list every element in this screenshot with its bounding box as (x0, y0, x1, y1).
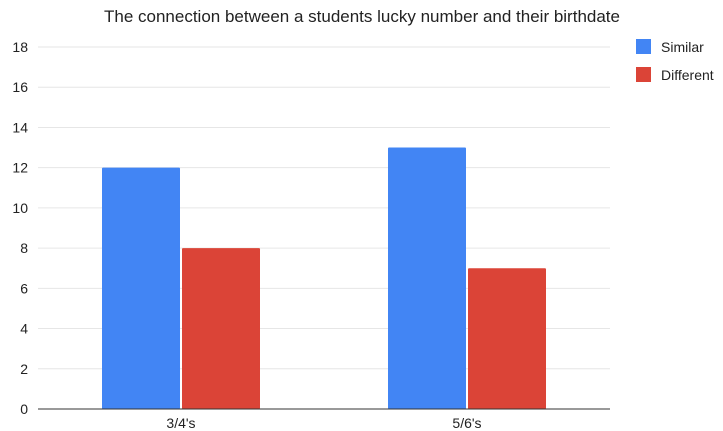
y-axis-ticks: 0 2 4 6 8 10 12 14 16 18 (12, 39, 28, 417)
legend-item-similar: Similar (636, 39, 704, 55)
x-tick-label: 5/6's (452, 415, 481, 431)
y-tick-label: 6 (20, 280, 28, 296)
chart-title: The connection between a students lucky … (104, 7, 620, 26)
y-tick-label: 8 (20, 240, 28, 256)
legend-swatch (636, 67, 651, 82)
legend-item-different: Different (636, 67, 714, 83)
y-tick-label: 10 (12, 200, 28, 216)
legend: Similar Different (636, 39, 714, 83)
bar-similar-2 (388, 147, 466, 410)
x-tick-label: 3/4's (166, 415, 195, 431)
bars (102, 147, 546, 410)
bar-similar-1 (102, 167, 180, 409)
x-axis-ticks: 3/4's 5/6's (166, 415, 481, 431)
legend-swatch (636, 39, 651, 54)
y-tick-label: 12 (12, 160, 28, 176)
y-tick-label: 4 (20, 321, 28, 337)
y-tick-label: 18 (12, 39, 28, 55)
y-tick-label: 16 (12, 79, 28, 95)
legend-label: Different (661, 67, 714, 83)
y-tick-label: 2 (20, 361, 28, 377)
bar-different-1 (182, 248, 260, 409)
y-tick-label: 14 (12, 119, 28, 135)
bar-different-2 (468, 268, 546, 409)
y-tick-label: 0 (20, 401, 28, 417)
legend-label: Similar (661, 39, 704, 55)
